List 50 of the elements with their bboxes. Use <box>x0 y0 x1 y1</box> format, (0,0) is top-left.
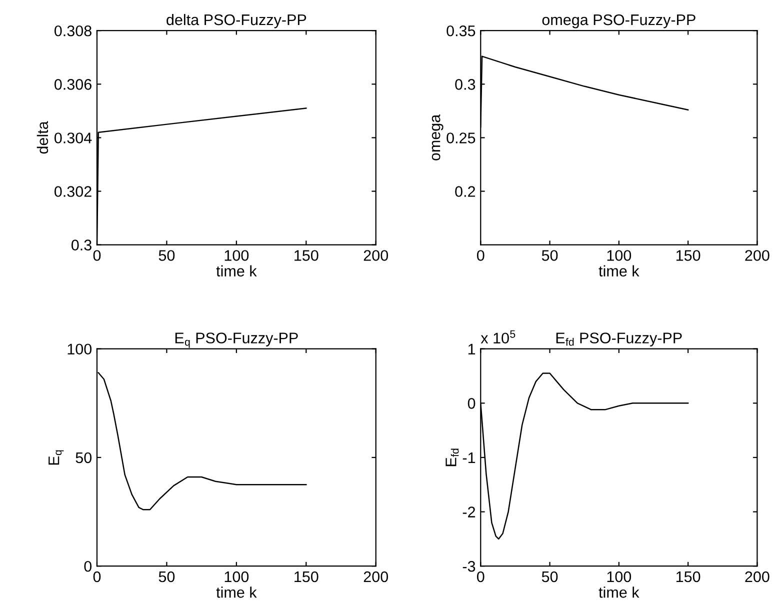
y-tick-label: 0.25 <box>446 132 476 144</box>
x-axis-title: time k <box>216 586 257 598</box>
y-axis-title: omega <box>432 114 444 160</box>
x-tick-label: 50 <box>158 250 175 261</box>
y-tick-label: -1 <box>462 452 476 464</box>
x-axis-title: time k <box>598 586 640 598</box>
chart-title: E$_{q}$ PSO-Fuzzy-PP <box>175 332 298 348</box>
x-tick-label: 50 <box>158 571 175 582</box>
y-axis-title: E$_{q}$ <box>48 450 64 465</box>
y-tick-label: 0.302 <box>54 186 92 197</box>
y-tick-label: 100 <box>68 344 92 355</box>
y-axis-title: E$_{fd}$ <box>446 448 459 466</box>
text: x 10$^{5}$ <box>480 330 516 344</box>
x-tick-label: 0 <box>476 250 484 261</box>
chart-title: omega PSO-Fuzzy-PP <box>542 14 696 28</box>
y-tick-label: 0.35 <box>446 25 476 36</box>
y-tick-label: -2 <box>462 506 476 518</box>
x-tick-label: 50 <box>542 571 558 582</box>
y-tick-label: 1 <box>468 344 476 354</box>
x-tick-label: 0 <box>93 571 101 582</box>
y-tick-label: -3 <box>462 560 476 572</box>
y-tick-label: 0.304 <box>54 132 92 144</box>
y-tick-label: 0 <box>468 398 476 409</box>
chart-title: E$_{fd}$ PSO-Fuzzy-PP <box>556 332 682 346</box>
y-tick-label: 0 <box>84 560 92 572</box>
x-tick-label: 200 <box>364 250 388 261</box>
x-tick-label: 100 <box>224 571 249 582</box>
x-tick-label: 0 <box>476 571 484 582</box>
x-tick-label: 200 <box>745 571 770 582</box>
chart-title: delta PSO-Fuzzy-PP <box>166 14 306 28</box>
x-tick-label: 100 <box>224 250 249 261</box>
x-tick-label: 150 <box>676 250 700 261</box>
y-tick-label: 0.3 <box>71 240 92 250</box>
x-axis-title: time k <box>598 265 640 277</box>
x-tick-label: 50 <box>542 250 558 261</box>
x-tick-label: 150 <box>294 571 318 582</box>
x-tick-label: 100 <box>607 250 632 261</box>
y-tick-label: 0.308 <box>54 25 92 36</box>
x-tick-label: 150 <box>676 571 700 582</box>
x-tick-label: 0 <box>93 250 101 261</box>
x-tick-label: 200 <box>364 571 388 582</box>
y-tick-label: 0.3 <box>455 79 476 90</box>
y-tick-label: 50 <box>76 452 92 464</box>
x-tick-label: 100 <box>607 571 632 582</box>
x-tick-label: 200 <box>745 250 770 261</box>
y-tick-label: 0.306 <box>54 79 92 90</box>
y-tick-label: 0.2 <box>455 186 476 197</box>
x-tick-label: 150 <box>294 250 318 261</box>
x-axis-title: time k <box>216 265 257 277</box>
y-axis-title: delta <box>36 121 48 154</box>
